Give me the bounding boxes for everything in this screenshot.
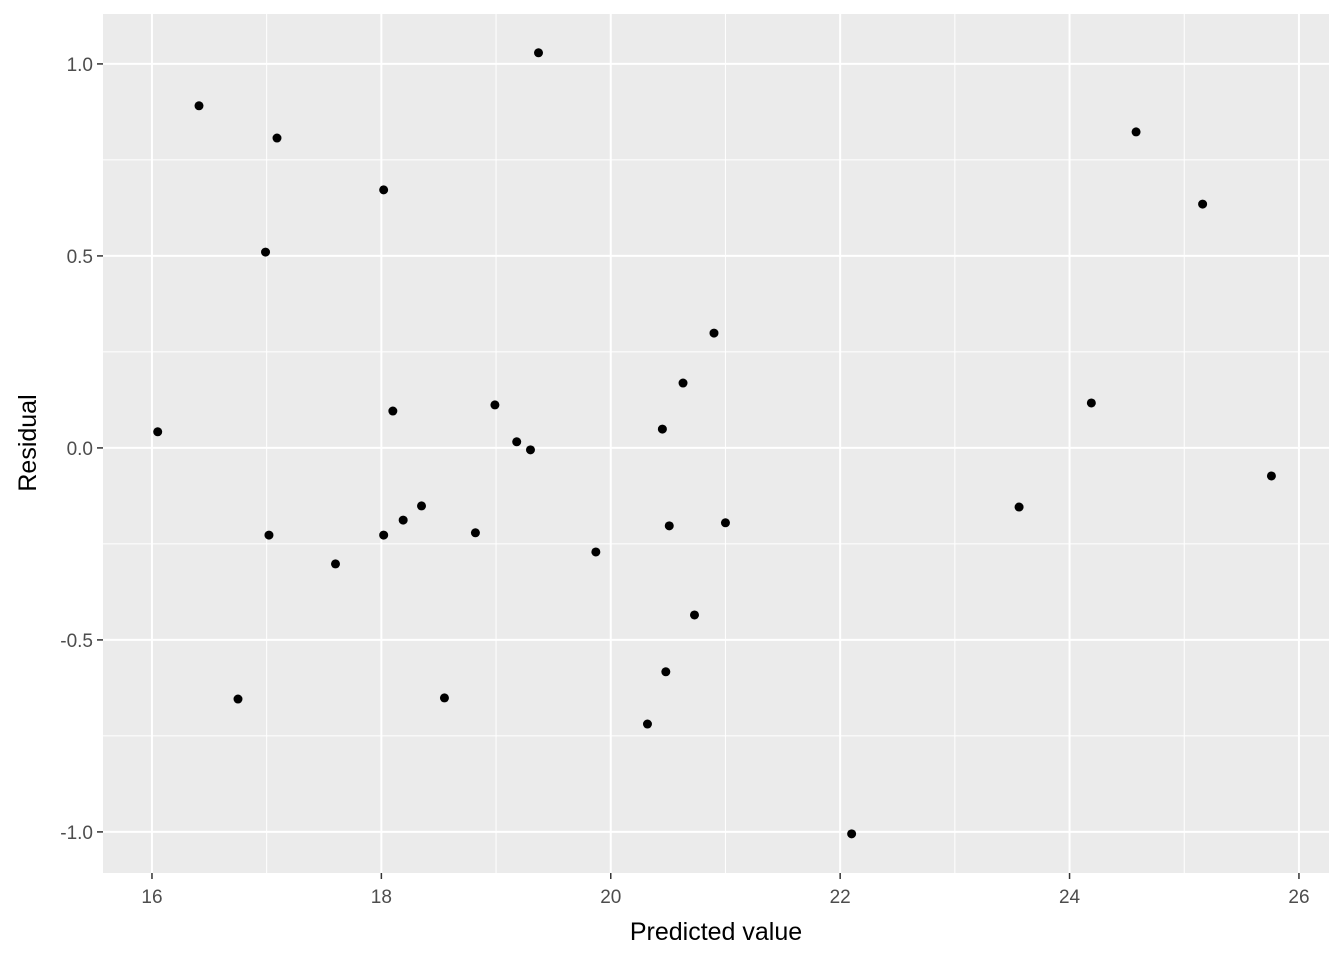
point [153,427,163,437]
x-axis-title: Predicted value [630,918,802,946]
point [709,328,719,338]
y-tick-label: -1.0 [60,823,93,844]
y-tick-label: -0.5 [60,631,93,652]
point [534,48,544,58]
x-tick-label: 18 [371,887,392,908]
point [272,133,282,143]
point [512,437,522,447]
point [194,101,204,111]
point [470,528,480,538]
y-tick-label: 1.0 [67,55,93,76]
point [264,530,274,540]
x-tick-label: 20 [600,887,621,908]
point [1198,199,1208,209]
point [642,719,652,729]
panel [103,14,1329,873]
x-tick-label: 22 [830,887,851,908]
point [664,521,674,531]
point [661,667,671,677]
point [1131,127,1141,137]
point [379,530,389,540]
point [1266,471,1276,481]
point [689,610,699,620]
x-tick-label: 26 [1288,887,1309,908]
point [525,445,535,455]
point [398,515,408,525]
point [847,829,857,839]
point [1086,398,1096,408]
point [417,501,427,511]
y-tick-label: 0.0 [67,439,93,460]
point [388,406,398,416]
point [657,424,667,434]
point [490,400,500,410]
point [233,694,243,704]
point [261,247,271,257]
point [330,559,340,569]
x-tick-label: 16 [141,887,162,908]
point [678,378,688,388]
y-axis-title: Residual [14,394,42,491]
point [439,693,449,703]
point [379,185,389,195]
point [591,547,601,557]
y-tick-label: 0.5 [67,247,93,268]
point [720,518,730,528]
point [1014,502,1024,512]
x-tick-label: 24 [1059,887,1081,908]
